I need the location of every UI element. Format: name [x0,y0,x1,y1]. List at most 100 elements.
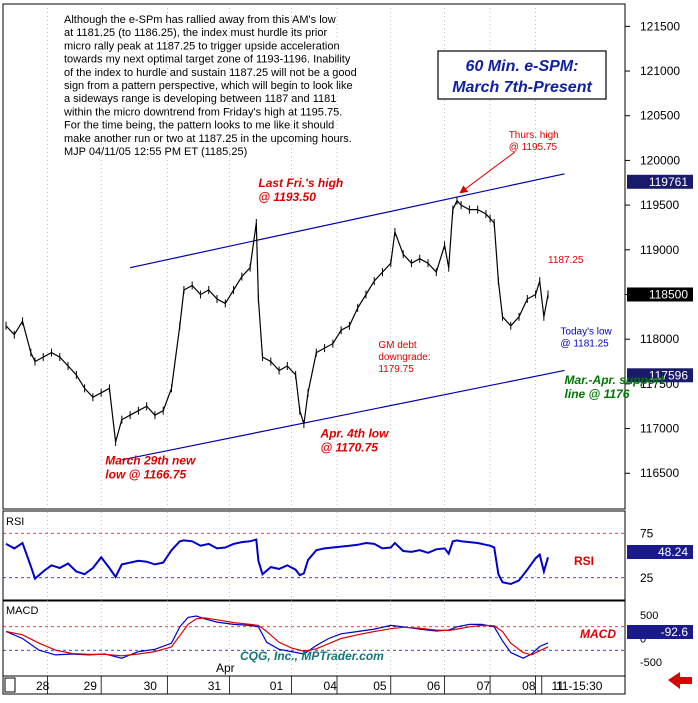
annotation: Mar.-Apr. support line @ 1176 [565,373,665,401]
annotation-line: Apr. 4th low [319,426,389,440]
scroll-left-marker[interactable] [4,677,16,693]
title-line-1: 60 Min. e-SPM: [466,58,579,75]
rsi-tick-label: 75 [640,526,654,540]
annotation-line: 1179.75 [378,364,414,375]
price-tick-label: 119500 [640,198,679,212]
commentary-line: micro rally peak at 1187.25 to trigger u… [64,40,340,52]
x-tick-label: 04 [324,679,338,693]
annotation-line: @ 1195.75 [509,142,558,153]
macd-tick-label: -500 [640,657,662,669]
channel-layer [121,173,565,461]
annotation-line: March 29th new [105,453,196,467]
rsi-tick-label: 25 [640,571,654,585]
price-tick-label: 118000 [640,332,679,346]
annotation-line: Mar.-Apr. support [565,373,665,387]
commentary-line: MJP 04/11/05 12:55 PM ET (1185.25) [64,146,247,158]
signal-line [5,617,549,657]
annotation: 1187.25 [548,255,584,266]
title-line-2: March 7th-Present [452,79,592,96]
tag-layer: 119761 118500 117596 [627,174,693,383]
annotation-line: line @ 1176 [565,387,630,401]
annotation: Today's low @ 1181.25 [560,327,612,350]
price-tick-label: 120500 [640,109,680,123]
x-tick-label: 30 [144,679,158,693]
commentary-line: within the micro downtrend from Friday's… [63,106,342,118]
annotation: Thurs. high @ 1195.75 [509,130,559,153]
macd-panel-label: MACD [6,605,38,617]
annotation-line: low @ 1166.75 [105,467,186,481]
scroll-right-arrow-icon[interactable] [668,672,692,689]
price-tick-label: 120000 [640,153,680,167]
annotation-arrow [459,151,515,194]
x-tick-label: 07 [477,679,491,693]
price-tick-label: 121000 [640,64,680,78]
annotation-line: Today's low [560,327,612,338]
commentary-line: at 1181.25 (to 1186.25), the index must … [64,27,327,39]
annotation-line: Thurs. high [509,130,559,141]
rsi-line [5,538,549,586]
rsi-panel-frame [2,510,626,601]
commentary-line: For the time being, the pattern looks to… [64,120,334,132]
annotation-line: 1187.25 [548,255,584,266]
price-line [5,199,549,443]
rsi-side-label: RSI [574,554,594,568]
macd-tick-label: 0 [640,634,646,646]
title-box [437,50,607,100]
commentary-line: make another run or two at 1187.25 in th… [64,133,352,145]
macd-tick-label: 500 [640,610,658,622]
annotation-line: Last Fri.'s high [258,176,343,190]
rsi-panel-label: RSI [6,516,24,528]
commentary-line: towards my next optimal target zone of 1… [64,54,351,66]
annotation-line: downgrade: [378,352,430,363]
annotation-line: GM debt [378,340,417,351]
commentary-line: a sideways range is developing between 1… [64,93,336,105]
price-tag [627,287,693,302]
rsi-value-tag-text: 48.24 [658,545,688,559]
macd-panel-frame [2,600,626,677]
x-tick-label: 11 [552,679,565,693]
price-tick-label: 117000 [640,422,679,436]
commentary-line: Although the e-SPm has rallied away from… [64,14,336,26]
x-tick-label: 31 [208,679,222,693]
annotation: Last Fri.'s high @ 1193.50 [258,176,343,204]
grid-layer [3,4,625,676]
tick-layer: 1165001170001175001180001185001190001195… [36,19,680,694]
xaxis-frame [2,675,626,695]
price-tag [627,174,693,189]
price-tag-text: 118500 [649,287,688,301]
price-tag-text: 117596 [649,368,688,382]
annotation-line: @ 1170.75 [320,440,378,454]
annotation-line: @ 1193.50 [258,190,316,204]
lower-channel-line [121,369,565,461]
upper-channel-line [129,173,565,269]
credit-text: CQG, Inc., MPTrader.com [240,649,384,663]
annotation: March 29th new low @ 1166.75 [105,453,196,481]
macd-value-tag [627,625,693,639]
price-tick-label: 119000 [640,243,679,257]
price-tick-label: 116500 [640,466,679,480]
x-tick-label: 11-15:30 [556,679,603,693]
x-tick-label: 06 [427,679,441,693]
x-tick-label: 29 [84,679,98,693]
commentary-line: of the index to hurdle and sustain 1187.… [64,67,357,79]
x-tick-label: 05 [373,679,387,693]
series-layer [5,196,549,659]
annotation: GM debt downgrade: 1179.75 [378,340,430,375]
price-tag-text: 119761 [649,175,688,189]
commentary-line: sign from a pattern perspective, which w… [64,80,353,92]
annotation-line: @ 1181.25 [560,339,609,350]
x-tick-label: 28 [36,679,50,693]
commentary-text: Although the e-SPm has rallied away from… [63,14,357,158]
macd-side-label: MACD [580,627,616,641]
macd-value-tag-text: -92.6 [661,625,689,639]
x-tick-label: 01 [270,679,284,693]
rsi-value-tag [627,545,693,559]
price-tag [627,368,693,383]
x-tick-label: 08 [522,679,536,693]
macd-line [5,615,549,659]
annotation: Apr. 4th low @ 1170.75 [319,426,389,454]
price-tick-label: 121500 [640,19,680,33]
month-label: Apr [216,661,235,675]
